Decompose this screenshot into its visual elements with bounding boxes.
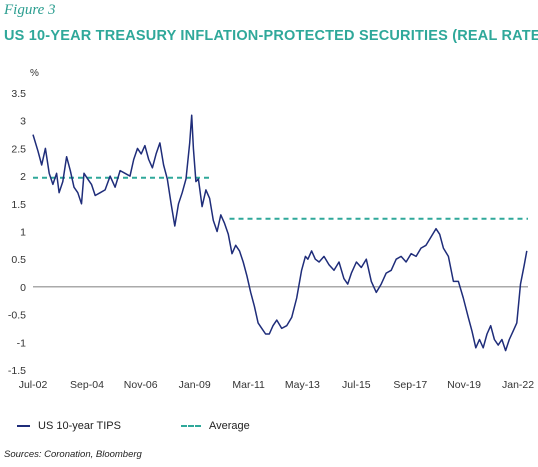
y-axis-ticks: -1.5 -1 -0.5 0 0.5 1 1.5 2 2.5 3 3.5 [8,88,26,377]
x-tick-label: Jul-15 [342,379,371,391]
x-tick-label: Nov-19 [447,379,481,391]
legend-series-swatch [17,425,30,427]
x-tick-label: Jan-22 [502,379,534,391]
y-tick-label: 0 [20,282,26,294]
y-tick-label: 2 [20,171,26,183]
x-tick-label: Jan-09 [179,379,211,391]
x-tick-label: Nov-06 [124,379,158,391]
average-lines [33,176,528,220]
x-axis-ticks: Jul-02 Sep-04 Nov-06 Jan-09 Mar-11 May-13 Jul-… [19,379,535,391]
legend-series-label: US 10-year TIPS [38,420,121,432]
series-line-us-10-year-tips [32,114,528,352]
y-tick-label: 1 [20,227,26,239]
legend-series: US 10-year TIPS [17,420,121,432]
legend-average: Average [181,420,250,432]
x-tick-label: Jul-02 [19,379,48,391]
legend-average-swatch [181,425,201,427]
source-note: Sources: Coronation, Bloomberg [4,449,142,460]
legend-average-label: Average [209,420,250,432]
y-unit-label: % [30,68,39,79]
y-tick-label: -1 [17,337,26,349]
x-tick-label: Sep-17 [393,379,427,391]
y-tick-label: -0.5 [8,310,26,322]
y-tick-label: -1.5 [8,365,26,377]
chart-title: US 10-YEAR TREASURY INFLATION-PROTECTED … [4,28,538,44]
x-tick-label: May-13 [285,379,320,391]
figure-label: Figure 3 [4,2,56,18]
x-tick-label: Sep-04 [70,379,104,391]
y-tick-label: 0.5 [11,254,26,266]
y-tick-label: 3 [20,116,26,128]
y-tick-label: 2.5 [11,143,26,155]
y-tick-label: 1.5 [11,199,26,211]
y-tick-label: 3.5 [11,88,26,100]
x-tick-label: Mar-11 [232,379,265,391]
